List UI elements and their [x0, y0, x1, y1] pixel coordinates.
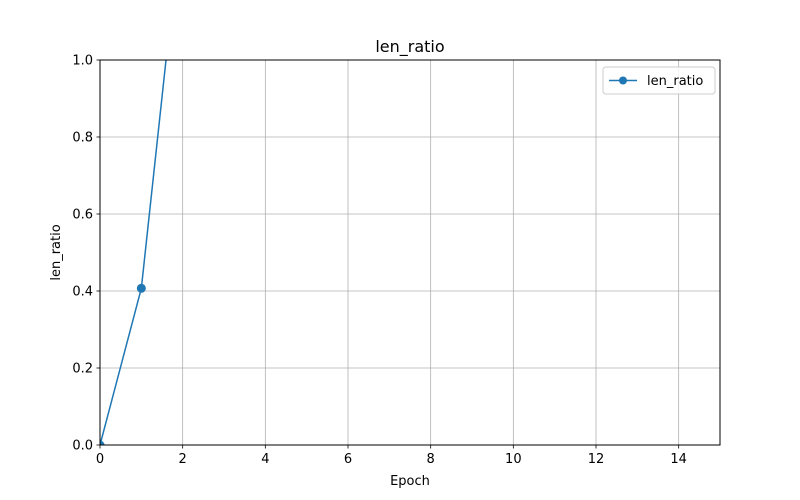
data-point [136, 283, 146, 293]
plot-frame [99, 59, 721, 446]
legend-label: len_ratio [647, 74, 703, 89]
series-layer [100, 60, 167, 445]
chart-title: len_ratio [375, 37, 444, 57]
x-tick-label: 14 [670, 452, 687, 467]
data-point [100, 440, 105, 445]
y-axis-label: len_ratio [49, 224, 64, 280]
x-tick-label: 2 [179, 452, 187, 467]
y-tick-label: 0.0 [72, 439, 93, 454]
y-axis: 0.0 0.2 0.4 0.6 0.8 1.0 [72, 54, 100, 454]
x-tick-label: 4 [261, 452, 269, 467]
x-tick-label: 0 [96, 452, 104, 467]
x-axis-label: Epoch [390, 474, 430, 489]
y-tick-label: 0.6 [72, 208, 93, 223]
x-tick-label: 8 [427, 452, 435, 467]
legend-frame [602, 66, 716, 95]
y-tick-label: 0.4 [72, 285, 93, 300]
x-tick-label: 12 [588, 452, 605, 467]
x-tick-label: 10 [505, 452, 522, 467]
y-tick-label: 0.2 [72, 362, 93, 377]
x-tick-label: 6 [344, 452, 352, 467]
x-axis: 0 2 4 6 8 10 12 14 [96, 445, 687, 467]
gridlines [99, 59, 720, 446]
legend-marker [619, 76, 627, 85]
y-tick-label: 1.0 [72, 54, 93, 69]
series-line [100, 60, 167, 445]
y-tick-label: 0.8 [72, 131, 93, 146]
legend: len_ratio [602, 66, 716, 95]
